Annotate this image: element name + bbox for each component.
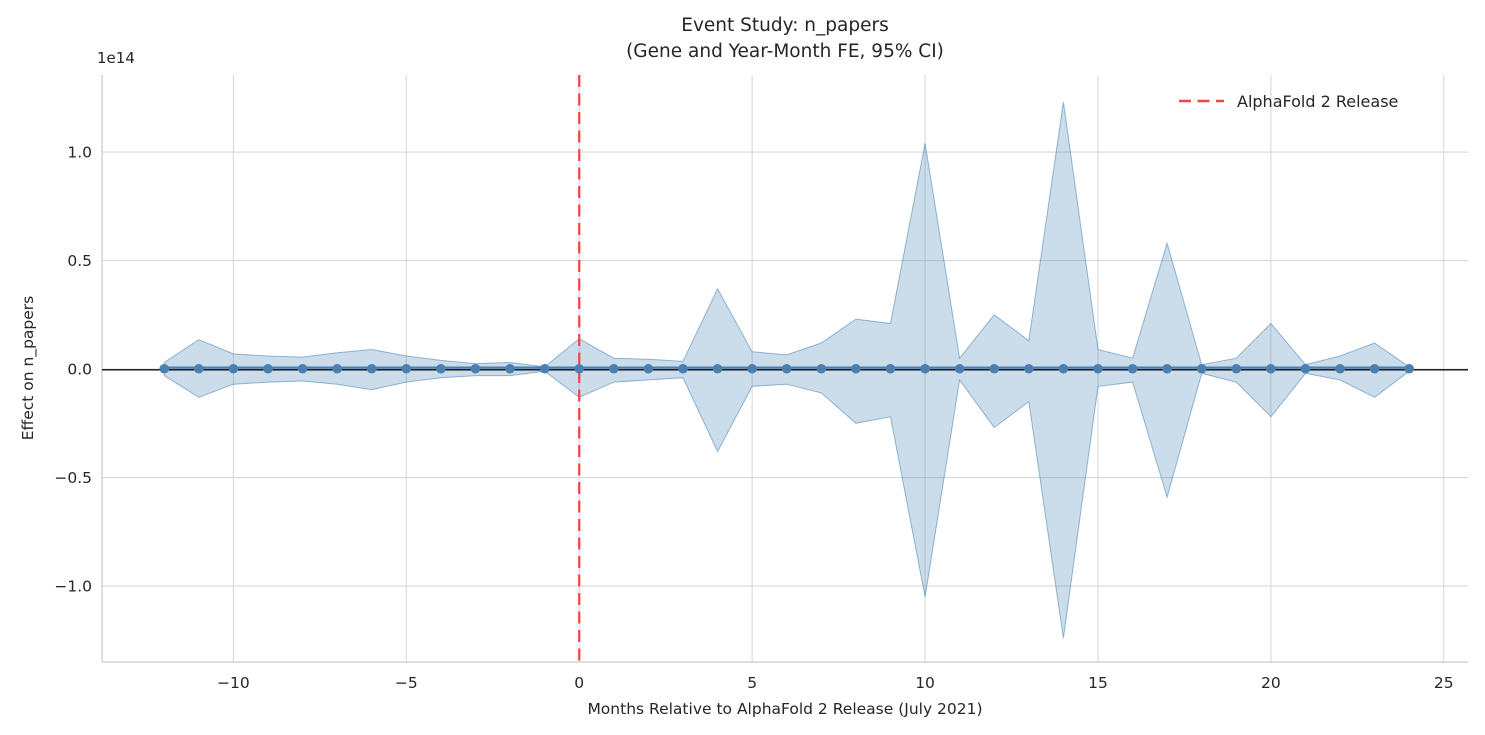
data-point bbox=[1266, 363, 1276, 374]
x-tick-label: 25 bbox=[1434, 674, 1454, 692]
data-point bbox=[297, 363, 308, 374]
y-tick-label: −1.0 bbox=[54, 578, 92, 596]
x-tick-label: −10 bbox=[217, 674, 250, 692]
chart-subtitle: (Gene and Year-Month FE, 95% CI) bbox=[626, 41, 944, 62]
data-point bbox=[1093, 363, 1103, 374]
data-point bbox=[159, 363, 170, 374]
data-point bbox=[1369, 363, 1380, 374]
x-tick-label: 5 bbox=[747, 674, 757, 692]
data-point bbox=[851, 363, 861, 374]
data-point bbox=[1024, 363, 1034, 374]
data-point bbox=[263, 363, 273, 374]
data-point bbox=[228, 363, 239, 374]
data-point bbox=[1404, 363, 1415, 374]
data-point bbox=[194, 363, 204, 374]
x-tick-label: 0 bbox=[574, 674, 584, 692]
data-point bbox=[1058, 363, 1069, 374]
data-point bbox=[366, 363, 377, 374]
data-point bbox=[781, 363, 792, 374]
x-tick-label: 10 bbox=[915, 674, 935, 692]
data-point bbox=[954, 363, 965, 374]
data-point bbox=[470, 363, 481, 374]
chart-title: Event Study: n_papers bbox=[681, 15, 889, 36]
x-axis-label: Months Relative to AlphaFold 2 Release (… bbox=[587, 700, 983, 718]
x-tick-label: 15 bbox=[1088, 674, 1108, 692]
y-tick-label: 0.0 bbox=[67, 361, 92, 379]
data-point bbox=[1300, 363, 1311, 374]
legend: AlphaFold 2 Release bbox=[1178, 87, 1398, 115]
dashed-line-icon bbox=[1179, 99, 1224, 103]
data-point bbox=[920, 363, 930, 374]
data-point bbox=[1196, 363, 1207, 374]
data-point bbox=[1162, 363, 1172, 374]
data-point bbox=[539, 363, 550, 374]
y-axis-label: Effect on n_papers bbox=[19, 295, 37, 441]
y-axis-offset-text: 1e14 bbox=[97, 49, 135, 67]
y-tick-label: 1.0 bbox=[67, 144, 92, 162]
data-point bbox=[609, 363, 619, 374]
data-point bbox=[505, 363, 515, 374]
data-point bbox=[436, 363, 446, 374]
chart-title-block: Event Study: n_papers (Gene and Year-Mon… bbox=[102, 13, 1468, 65]
x-tick-label: −5 bbox=[395, 674, 418, 692]
legend-label: AlphaFold 2 Release bbox=[1237, 91, 1399, 111]
data-point bbox=[678, 363, 688, 374]
x-tick-label: 20 bbox=[1261, 674, 1281, 692]
data-point bbox=[1335, 363, 1345, 374]
data-point bbox=[401, 363, 412, 374]
data-point bbox=[885, 363, 896, 374]
y-tick-label: 0.5 bbox=[67, 252, 92, 270]
data-point bbox=[747, 363, 757, 374]
data-point bbox=[332, 363, 342, 374]
y-tick-label: −0.5 bbox=[54, 469, 92, 487]
data-point bbox=[989, 363, 1000, 374]
data-point bbox=[574, 363, 585, 374]
data-point bbox=[1231, 363, 1242, 374]
data-point bbox=[712, 363, 723, 374]
data-point bbox=[1127, 363, 1138, 374]
data-point bbox=[816, 363, 827, 374]
data-point bbox=[643, 363, 654, 374]
